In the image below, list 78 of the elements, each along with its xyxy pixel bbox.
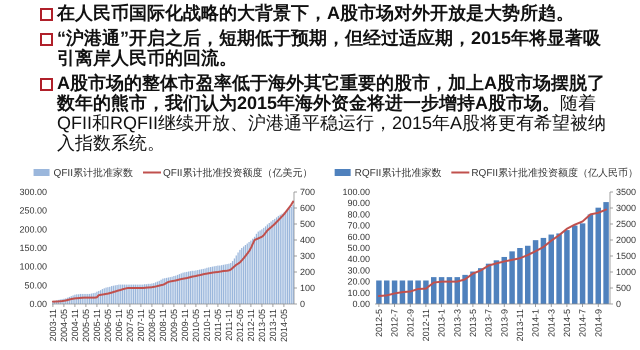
x-tick-label: 2014-05: [278, 309, 289, 342]
y-tick-label: 0.00: [352, 299, 370, 309]
y-tick-label: 300.00: [19, 187, 47, 197]
x-tick-label: 2006-11: [114, 309, 124, 342]
y2-tick-label: 2500: [616, 219, 636, 229]
y2-tick-label: 0: [616, 299, 622, 309]
y2-tick-label: 300: [300, 251, 316, 261]
x-tick-label: 2012-11: [420, 309, 431, 342]
x-tick-label: 2007-11: [136, 309, 146, 342]
x-tick-label: 2003-11: [48, 309, 58, 342]
x-tick-label: 2005-11: [92, 309, 102, 342]
y-tick-label: 50.00: [347, 243, 370, 253]
x-tick-label: 2012-7: [390, 309, 400, 338]
y2-tick-label: 1000: [616, 267, 636, 277]
y2-tick-label: 3500: [616, 187, 636, 197]
y-tick-label: 60.00: [347, 232, 370, 242]
x-tick-label: 2010-11: [202, 309, 212, 342]
x-tick-label: 2012-05: [234, 309, 245, 342]
x-tick-label: 2013-3: [452, 309, 462, 338]
y-tick-label: 0.00: [29, 299, 47, 309]
y-tick-label: 40.00: [347, 254, 370, 264]
text: A股市场的整体市盈率低于海外其它重要的股市，加上A股市场摆脱了数年的熊市，我们认为2015年海外资金将进一步增持A股市场。随着QFII和RQFII继续开放、沪港通平稳运行，2015年A股将更有希望被纳入指数系统。: [57, 73, 608, 153]
text: 在人民币国际化战略的大背景下，A股市场对外开放是大势所趋。: [57, 3, 575, 23]
y2-tick-label: 2000: [616, 235, 636, 245]
x-tick-label: 2014-5: [562, 309, 572, 338]
x-tick-label: 2011-05: [212, 309, 223, 342]
y-tick-label: 80.00: [347, 209, 370, 220]
y-tick-label: 100.00: [19, 262, 47, 272]
x-tick-label: 2013-1: [436, 309, 447, 338]
legend-label: RQFII累计批准投资额度（亿人民币）: [471, 167, 638, 179]
y-tick-label: 90.00: [347, 198, 370, 208]
x-tick-label: 2014-3: [546, 309, 556, 338]
y2-tick-label: 0: [300, 299, 306, 309]
y-tick-label: 10.00: [347, 288, 370, 298]
y2-tick-label: 500: [616, 283, 632, 293]
y2-tick-label: 200: [300, 267, 316, 277]
legend-label: QFII累计批准投资额度（亿美元）: [163, 167, 312, 179]
x-tick-label: 2013-5: [468, 309, 478, 338]
x-tick-label: 2008-11: [158, 309, 168, 342]
y2-tick-label: 700: [300, 187, 316, 197]
x-tick-label: 2013-7: [484, 309, 494, 338]
y2-tick-label: 3000: [616, 203, 636, 213]
y2-tick-label: 500: [300, 219, 316, 229]
x-tick-label: 2012-5: [374, 309, 384, 338]
x-tick-label: 2013-05: [256, 309, 267, 342]
y-tick-label: 30.00: [347, 265, 370, 276]
y-tick-label: 200.00: [19, 224, 47, 234]
y-tick-label: 70.00: [347, 220, 370, 231]
legend-label: QFII累计批准家数: [54, 167, 133, 179]
x-tick-label: 2011-11: [224, 309, 234, 341]
x-tick-label: 2008-05: [146, 309, 157, 342]
x-tick-label: 2005-05: [80, 309, 91, 342]
x-tick-label: 2012-9: [405, 309, 416, 338]
y-tick-label: 50.00: [24, 280, 47, 290]
x-tick-label: 2007-05: [124, 309, 135, 342]
legend-label: RQFII累计批准家数: [354, 167, 442, 179]
x-tick-label: 2014-9: [593, 309, 604, 338]
x-tick-label: 2014-1: [530, 309, 541, 338]
x-tick-label: 2009-11: [180, 309, 190, 342]
x-tick-label: 2006-05: [102, 309, 113, 342]
y-tick-label: 250.00: [19, 206, 47, 216]
x-tick-label: 2012-11: [246, 309, 256, 342]
x-tick-label: 2004-05: [58, 309, 69, 342]
y-tick-label: 20.00: [347, 276, 370, 287]
y-tick-label: 100.00: [342, 187, 370, 197]
y-tick-label: 150.00: [19, 243, 47, 253]
x-tick-label: 2013-9: [499, 309, 510, 338]
x-tick-label: 2009-05: [168, 309, 179, 342]
x-tick-label: 2010-05: [190, 309, 201, 342]
y2-tick-label: 400: [300, 235, 316, 245]
x-tick-label: 2013-11: [268, 309, 278, 342]
x-tick-label: 2004-11: [70, 309, 80, 342]
y2-tick-label: 100: [300, 283, 316, 293]
text: “沪港通”开启之后，短期低于预期，但经过适应期，2015年将显著吸引离岸人民币的回流。: [57, 28, 602, 68]
y2-tick-label: 600: [300, 203, 316, 213]
y2-tick-label: 1500: [616, 251, 636, 261]
x-tick-label: 2013-11: [514, 309, 525, 342]
x-tick-label: 2014-7: [578, 309, 588, 338]
